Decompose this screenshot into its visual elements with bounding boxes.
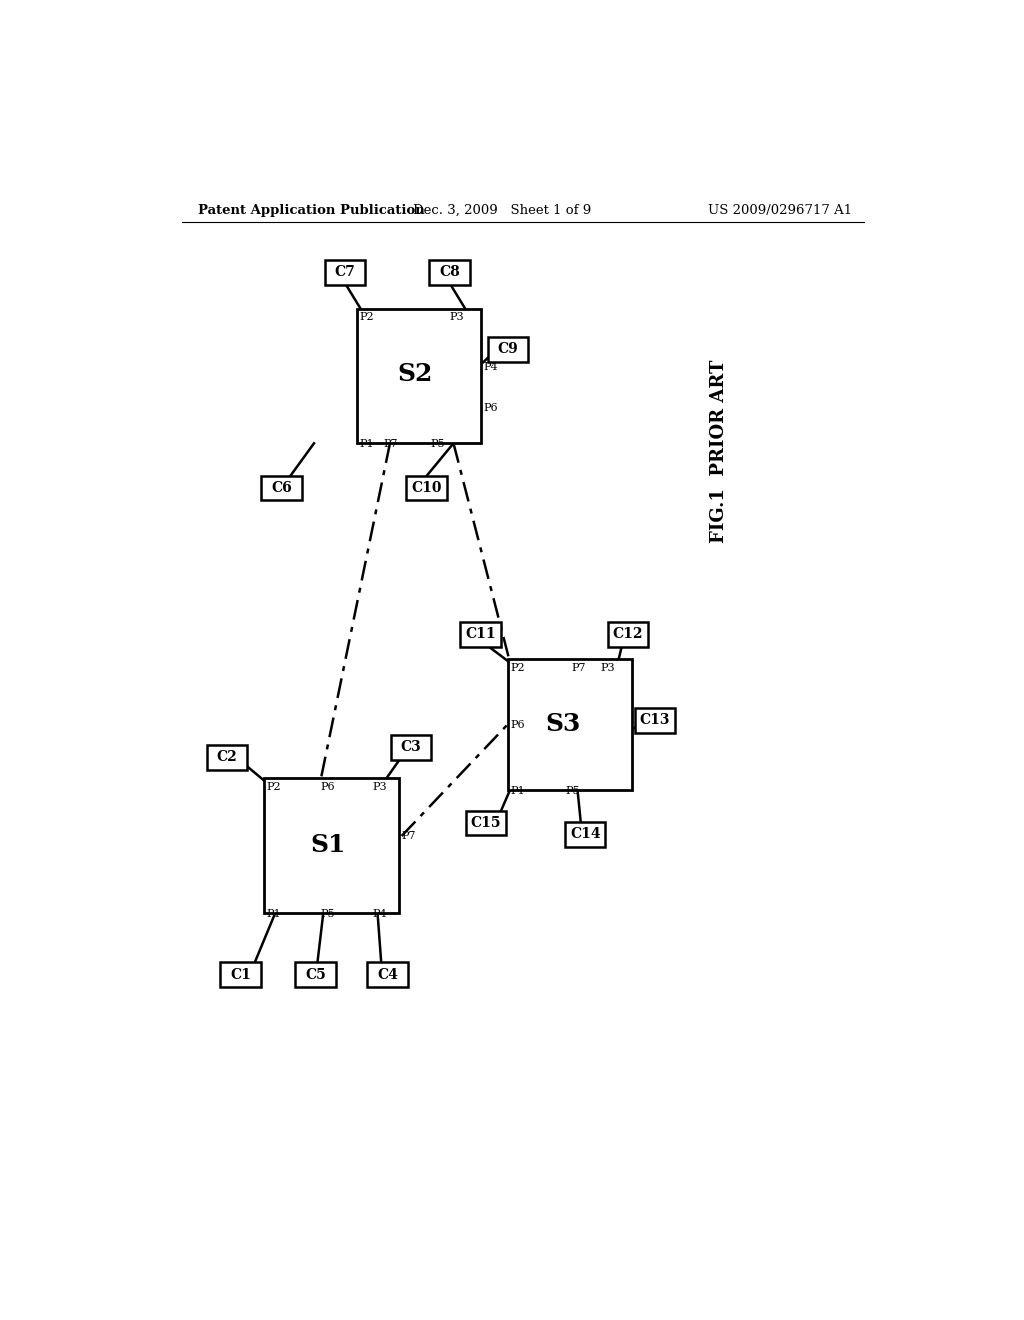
Text: P7: P7 bbox=[384, 440, 398, 449]
Bar bbox=[220, 962, 260, 987]
Text: P7: P7 bbox=[571, 663, 586, 673]
Text: C10: C10 bbox=[411, 480, 441, 495]
Text: P1: P1 bbox=[359, 440, 374, 449]
Text: P5: P5 bbox=[566, 785, 581, 796]
Text: P2: P2 bbox=[266, 781, 281, 792]
Text: FIG.1  PRIOR ART: FIG.1 PRIOR ART bbox=[710, 359, 727, 543]
Text: C15: C15 bbox=[471, 816, 502, 830]
Text: Dec. 3, 2009   Sheet 1 of 9: Dec. 3, 2009 Sheet 1 of 9 bbox=[414, 205, 592, 218]
Text: C5: C5 bbox=[305, 968, 326, 982]
Text: P3: P3 bbox=[601, 663, 615, 673]
Text: S1: S1 bbox=[310, 833, 346, 857]
Bar bbox=[261, 475, 302, 500]
Text: P6: P6 bbox=[510, 721, 524, 730]
Text: P1: P1 bbox=[266, 909, 281, 919]
Bar bbox=[295, 962, 336, 987]
Text: C12: C12 bbox=[612, 627, 643, 642]
Text: Patent Application Publication: Patent Application Publication bbox=[198, 205, 425, 218]
Text: C8: C8 bbox=[439, 265, 460, 280]
Text: P6: P6 bbox=[321, 781, 335, 792]
Text: P1: P1 bbox=[510, 785, 524, 796]
Bar bbox=[325, 260, 366, 285]
Text: S2: S2 bbox=[397, 362, 432, 385]
Bar bbox=[466, 810, 506, 836]
Text: US 2009/0296717 A1: US 2009/0296717 A1 bbox=[708, 205, 852, 218]
Text: P4: P4 bbox=[634, 715, 648, 726]
Text: P4: P4 bbox=[372, 909, 387, 919]
Text: C13: C13 bbox=[640, 714, 671, 727]
Bar bbox=[368, 962, 408, 987]
Bar bbox=[487, 337, 528, 362]
Text: P4: P4 bbox=[483, 363, 498, 372]
Text: C14: C14 bbox=[570, 828, 600, 841]
Text: C6: C6 bbox=[271, 480, 292, 495]
Bar bbox=[391, 735, 431, 760]
Bar bbox=[461, 622, 501, 647]
Text: C1: C1 bbox=[230, 968, 251, 982]
Text: P7: P7 bbox=[401, 832, 416, 841]
Text: C9: C9 bbox=[498, 342, 518, 356]
Text: P6: P6 bbox=[483, 404, 498, 413]
Text: C3: C3 bbox=[400, 741, 421, 755]
Bar bbox=[565, 822, 605, 847]
Bar bbox=[407, 475, 446, 500]
Text: P3: P3 bbox=[372, 781, 387, 792]
Bar bbox=[429, 260, 470, 285]
Text: P5: P5 bbox=[430, 440, 444, 449]
Text: P2: P2 bbox=[510, 663, 524, 673]
Text: C11: C11 bbox=[465, 627, 496, 642]
Text: P3: P3 bbox=[450, 313, 464, 322]
Text: C2: C2 bbox=[217, 751, 238, 764]
Text: P5: P5 bbox=[321, 909, 335, 919]
Bar bbox=[356, 309, 480, 444]
Text: P2: P2 bbox=[359, 313, 374, 322]
Bar bbox=[635, 708, 675, 733]
Bar bbox=[607, 622, 648, 647]
Text: C4: C4 bbox=[377, 968, 398, 982]
Bar bbox=[207, 744, 248, 770]
Bar bbox=[508, 659, 632, 789]
Text: C7: C7 bbox=[335, 265, 355, 280]
Text: S3: S3 bbox=[546, 713, 582, 737]
Bar bbox=[263, 779, 399, 913]
